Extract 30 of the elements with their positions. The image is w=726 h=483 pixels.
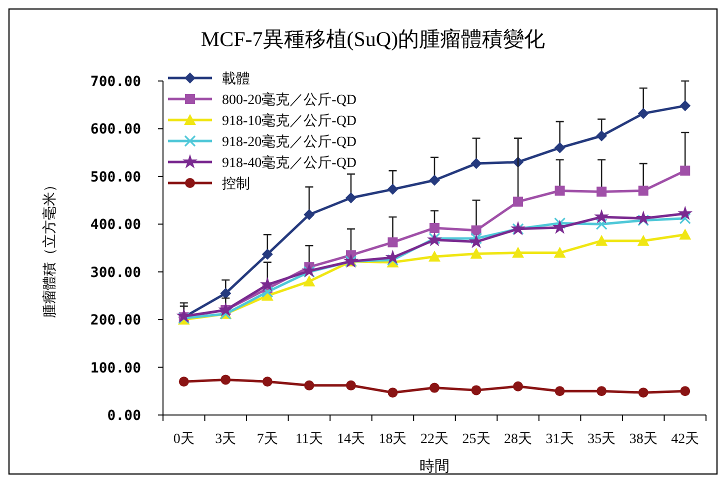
x-tick-label: 38天	[629, 432, 658, 447]
legend-label: 800-20毫克／公斤-QD	[222, 92, 357, 108]
y-tick-label: 700.00	[90, 74, 141, 90]
legend-label: 載體	[222, 71, 250, 87]
y-tick-label: 200.00	[90, 312, 141, 329]
x-tick-label: 31天	[546, 432, 574, 447]
x-tick-label: 25天	[462, 432, 490, 447]
legend-label: 918-20毫克／公斤-QD	[222, 134, 357, 150]
x-tick-label: 11天	[295, 432, 323, 447]
x-tick-label: 28天	[504, 432, 532, 447]
legend-label: 918-10毫克／公斤-QD	[222, 113, 357, 129]
chart-title: MCF-7異種移植(SuQ)的腫瘤體積變化	[200, 27, 546, 51]
y-tick-label: 500.00	[90, 169, 141, 186]
y-tick-label: 400.00	[90, 217, 141, 234]
x-axis-title: 時間	[420, 458, 450, 475]
x-tick-label: 3天	[215, 432, 236, 447]
y-tick-label: 100.00	[90, 360, 141, 376]
x-tick-label: 0天	[173, 432, 194, 447]
legend-label: 控制	[222, 176, 250, 192]
y-tick-label: 0.00	[107, 408, 141, 424]
x-tick-label: 7天	[256, 432, 278, 447]
x-tick-label: 42天	[671, 432, 700, 447]
legend-label: 918-40毫克／公斤-QD	[222, 155, 357, 171]
x-tick-label: 14天	[336, 432, 365, 447]
y-tick-label: 300.00	[90, 264, 141, 281]
y-tick-label: 600.00	[90, 122, 141, 138]
y-axis-title: 腫瘤體積（立方毫米）	[42, 178, 58, 318]
x-tick-label: 35天	[588, 432, 616, 447]
x-tick-label: 18天	[378, 432, 407, 447]
x-tick-label: 22天	[420, 432, 448, 447]
